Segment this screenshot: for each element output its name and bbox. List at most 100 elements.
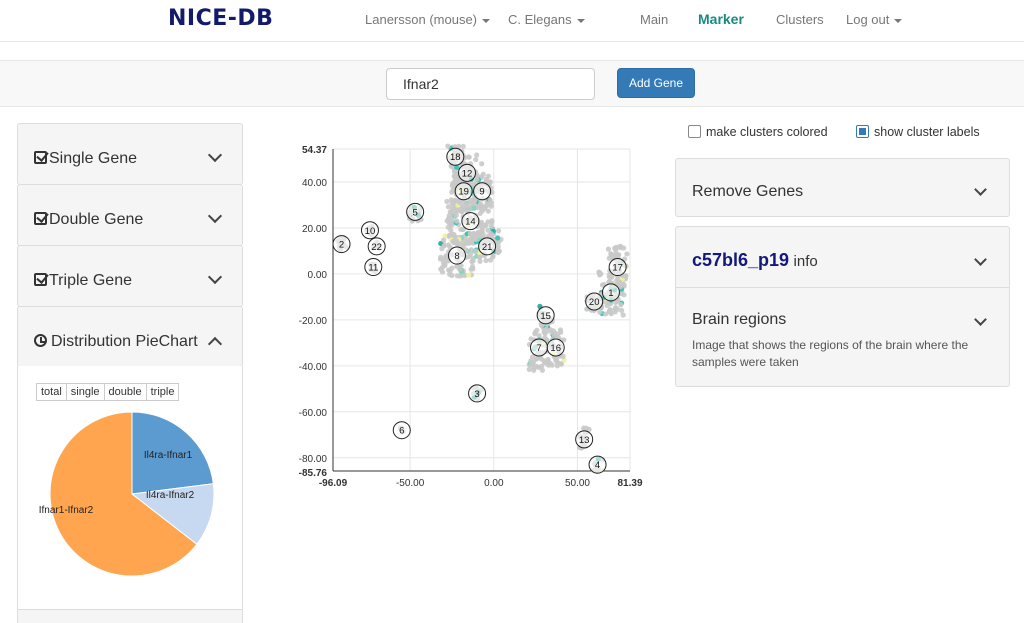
cell-point xyxy=(449,189,455,195)
labels-checkbox[interactable] xyxy=(856,125,869,138)
cluster-label-circle xyxy=(447,246,466,265)
cluster-label[interactable]: 17 xyxy=(608,258,627,277)
cluster-label[interactable]: 15 xyxy=(536,306,555,325)
colored-option[interactable]: make clusters colored xyxy=(688,125,828,139)
cell-point xyxy=(446,267,452,273)
pie-slice[interactable] xyxy=(130,483,215,545)
cell-point xyxy=(613,251,619,257)
nav-marker[interactable]: Marker xyxy=(698,11,744,27)
cell-point xyxy=(545,328,551,334)
triple-gene-label: Triple Gene xyxy=(49,272,132,289)
sample-info-title[interactable]: c57bl6_p19 info xyxy=(692,250,818,271)
piechart-panel-header[interactable]: Distribution PieChart xyxy=(17,306,243,367)
add-gene-button[interactable]: Add Gene xyxy=(617,68,695,98)
cluster-label[interactable]: 5 xyxy=(406,202,425,221)
cell-point xyxy=(583,425,589,431)
cluster-label[interactable]: 21 xyxy=(478,237,497,256)
cell-point xyxy=(448,227,454,234)
cell-point xyxy=(479,228,485,234)
cell-point xyxy=(598,271,604,277)
cluster-label-text: 3 xyxy=(474,389,479,400)
cluster-label[interactable]: 20 xyxy=(585,292,604,311)
check-square-icon xyxy=(34,212,47,225)
cell-point xyxy=(454,218,460,224)
cluster-label[interactable]: 22 xyxy=(367,237,386,256)
caret-down-icon xyxy=(482,18,490,23)
triple-gene-panel[interactable]: Triple Gene xyxy=(17,245,243,307)
nav-main[interactable]: Main xyxy=(640,12,669,27)
chevron-down-icon xyxy=(974,253,987,266)
cell-point xyxy=(542,335,548,341)
pie-tab-total[interactable]: total xyxy=(36,383,67,401)
chevron-down-icon xyxy=(207,208,223,224)
cluster-label[interactable]: 11 xyxy=(364,258,383,277)
gene-search-bar: Add Gene xyxy=(0,60,1024,107)
pie-tab-triple[interactable]: triple xyxy=(145,383,180,401)
cluster-label-circle xyxy=(536,306,555,325)
cluster-label[interactable]: 14 xyxy=(461,212,480,231)
cluster-label[interactable]: 3 xyxy=(468,384,487,403)
cell-point xyxy=(458,226,464,232)
cluster-label[interactable]: 2 xyxy=(332,235,351,254)
single-gene-panel[interactable]: Single Gene xyxy=(17,123,243,185)
dataset-dropdown[interactable]: Lanersson (mouse) xyxy=(365,12,490,27)
cluster-label-text: 11 xyxy=(368,263,378,274)
double-gene-panel[interactable]: Double Gene xyxy=(17,184,243,246)
cell-point xyxy=(553,356,559,363)
colored-checkbox[interactable] xyxy=(688,125,701,138)
divider xyxy=(676,287,1009,288)
pie-slice[interactable] xyxy=(131,411,214,495)
brand-logo[interactable]: NICE-DB xyxy=(168,6,274,31)
cell-point xyxy=(444,218,450,224)
y-tick-label: -40.00 xyxy=(299,362,328,373)
chevron-down-icon xyxy=(207,147,223,163)
x-tick-label: -50.00 xyxy=(396,478,425,489)
remove-genes-panel[interactable]: Remove Genes xyxy=(675,158,1010,217)
brain-regions-description: Image that shows the regions of the brai… xyxy=(692,338,969,369)
cluster-label[interactable]: 13 xyxy=(575,430,594,449)
cluster-label[interactable]: 8 xyxy=(447,246,466,265)
check-square-icon xyxy=(34,151,47,164)
cluster-label[interactable]: 10 xyxy=(360,221,379,240)
x-tick-label: 50.00 xyxy=(565,478,590,489)
pie-slice[interactable] xyxy=(49,411,198,577)
cluster-label-circle xyxy=(575,430,594,449)
nav-clusters[interactable]: Clusters xyxy=(776,12,824,27)
cluster-label[interactable]: 4 xyxy=(588,455,607,474)
cluster-label[interactable]: 16 xyxy=(546,338,565,357)
pie-tab-double[interactable]: double xyxy=(103,383,147,401)
cell-point xyxy=(536,364,542,370)
caret-down-icon xyxy=(576,18,585,23)
cluster-label[interactable]: 19 xyxy=(454,182,473,201)
cluster-label[interactable]: 12 xyxy=(458,163,477,182)
cluster-label[interactable]: 1 xyxy=(601,283,620,302)
cell-point xyxy=(618,302,624,308)
next-panel-header[interactable] xyxy=(17,609,243,623)
cluster-label[interactable]: 7 xyxy=(529,338,548,357)
cell-point xyxy=(495,235,501,241)
check-square-icon xyxy=(34,273,47,286)
cell-point xyxy=(454,165,460,171)
sample-name: c57bl6_p19 xyxy=(692,250,790,270)
cluster-label[interactable]: 6 xyxy=(392,421,411,440)
cell-point xyxy=(552,330,559,336)
species-dropdown[interactable]: C. Elegans xyxy=(508,12,585,27)
pie-tab-single[interactable]: single xyxy=(65,383,105,401)
cell-point xyxy=(487,257,494,263)
y-tick-label: 20.00 xyxy=(302,224,327,235)
cell-point xyxy=(477,254,483,261)
gene-input[interactable] xyxy=(386,68,595,100)
cell-point xyxy=(460,143,466,149)
cell-point xyxy=(599,282,606,288)
logout-dropdown[interactable]: Log out xyxy=(846,12,903,27)
triple-gene-title: Triple Gene xyxy=(34,272,132,290)
cluster-label[interactable]: 18 xyxy=(446,147,465,166)
cell-point xyxy=(442,233,448,239)
labels-option[interactable]: show cluster labels xyxy=(856,125,980,139)
cell-point xyxy=(617,243,624,249)
cluster-label[interactable]: 9 xyxy=(473,182,492,201)
cluster-label-text: 9 xyxy=(479,187,484,198)
sample-info-panel: c57bl6_p19 info Brain regions Image that… xyxy=(675,226,1010,387)
cluster-label-circle xyxy=(585,292,604,311)
brain-regions-title[interactable]: Brain regions xyxy=(692,311,787,328)
